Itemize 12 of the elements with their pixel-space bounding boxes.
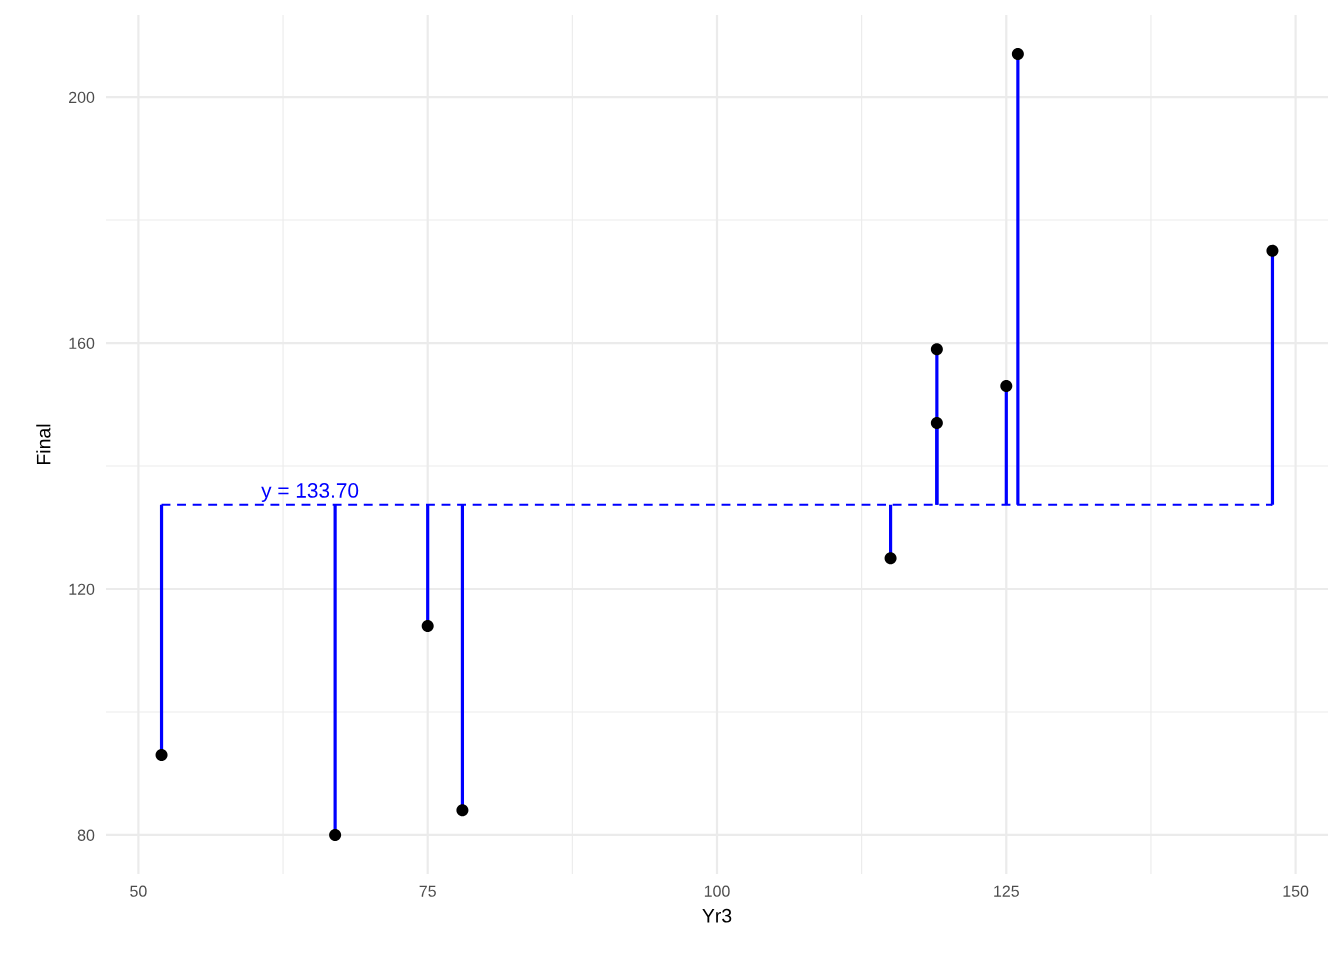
ref-line-label: y = 133.70 [261,483,359,502]
x-axis-title: Yr3 [702,908,732,923]
x-tick-label: 75 [419,885,436,897]
y-tick-label: 80 [77,829,95,841]
y-tick-label: 200 [69,91,95,104]
y-tick-label: 120 [69,583,95,595]
x-tick-label: 100 [704,885,730,897]
y-axis-title: Final [36,424,51,464]
x-tick-label: 125 [994,885,1019,897]
x-tick-label: 50 [130,885,147,897]
x-tick-label: 150 [1283,885,1309,897]
y-tick-label: 160 [69,337,95,349]
